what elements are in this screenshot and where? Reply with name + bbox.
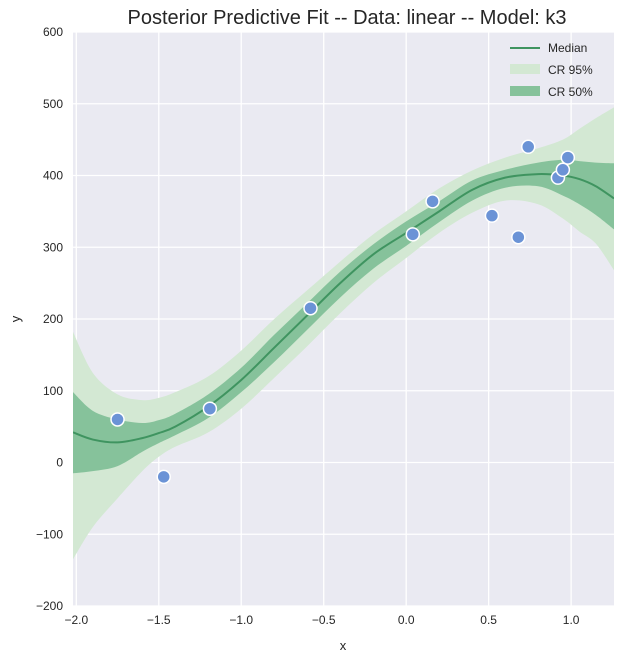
x-tick-label: 0.5	[480, 613, 497, 627]
legend-cr50-label: CR 50%	[548, 85, 593, 99]
x-tick-labels: −2.0 −1.5 −1.0 −0.5 0.0 0.5 1.0	[64, 613, 579, 627]
legend: Median CR 95% CR 50%	[510, 41, 593, 99]
y-tick-label: 100	[43, 384, 63, 398]
chart-title: Posterior Predictive Fit -- Data: linear…	[127, 7, 566, 29]
x-tick-label: −0.5	[312, 613, 336, 627]
x-axis-label: x	[340, 638, 347, 653]
cr50-band	[73, 159, 614, 474]
y-tick-label: 600	[43, 25, 63, 39]
grid-lines	[73, 31, 614, 607]
y-tick-label: −100	[36, 527, 63, 541]
cr95-band	[73, 107, 614, 560]
x-tick-label: 1.0	[563, 613, 580, 627]
y-axis-label: y	[8, 315, 23, 322]
plot-area	[73, 107, 614, 560]
y-tick-labels: −200 −100 0 100 200 300 400 500 600	[36, 25, 63, 613]
x-tick-label: 0.0	[398, 613, 415, 627]
data-point	[110, 412, 125, 427]
y-tick-label: 500	[43, 97, 63, 111]
data-point	[425, 194, 440, 209]
legend-cr95-label: CR 95%	[548, 63, 593, 77]
y-tick-label: 200	[43, 312, 63, 326]
data-point	[511, 229, 526, 245]
legend-cr95-swatch	[510, 64, 540, 74]
data-point	[560, 150, 576, 165]
legend-cr50-swatch	[510, 86, 540, 96]
data-point	[520, 139, 536, 155]
x-tick-label: −1.0	[229, 613, 253, 627]
data-point	[156, 469, 171, 485]
data-point	[484, 208, 500, 223]
data-points	[110, 139, 576, 485]
y-tick-label: −200	[36, 599, 63, 613]
data-point	[303, 300, 318, 316]
y-tick-label: 400	[43, 169, 63, 183]
x-tick-label: −1.5	[147, 613, 171, 627]
y-tick-label: 0	[56, 456, 63, 470]
data-point	[555, 162, 571, 178]
x-tick-label: −2.0	[64, 613, 88, 627]
data-point	[202, 401, 218, 416]
data-point	[405, 227, 421, 242]
y-tick-label: 300	[43, 240, 63, 254]
legend-median-label: Median	[548, 41, 587, 55]
